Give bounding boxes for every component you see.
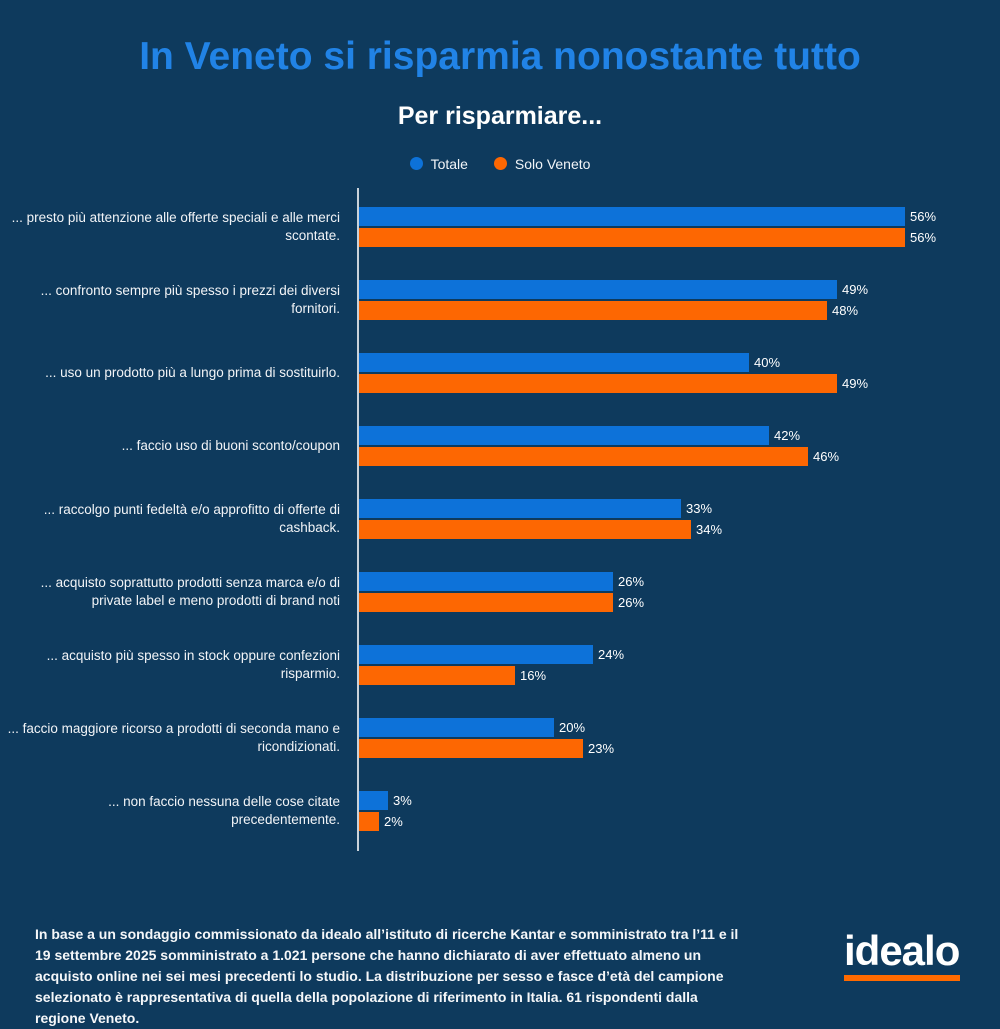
footer: In base a un sondaggio commissionato da …	[0, 924, 1000, 1029]
bar-solo-veneto	[359, 811, 379, 831]
bar-totale	[359, 571, 613, 591]
bar-line-totale: 20%	[359, 717, 959, 737]
chart-row: ... raccolgo punti fedeltà e/o approfitt…	[0, 498, 1000, 539]
chart-row: ... uso un prodotto più a lungo prima di…	[0, 352, 1000, 393]
bar-group: 49% 48%	[359, 279, 959, 320]
y-axis-line	[357, 187, 359, 851]
bar-totale	[359, 717, 554, 737]
chart-row: ... acquisto più spesso in stock oppure …	[0, 644, 1000, 685]
page-title: In Veneto si risparmia nonostante tutto	[139, 35, 861, 78]
bar-line-solo-veneto: 16%	[359, 665, 959, 685]
category-label: ... confronto sempre più spesso i prezzi…	[40, 282, 340, 316]
bar-line-totale: 49%	[359, 279, 959, 299]
bar-line-totale: 26%	[359, 571, 959, 591]
bar-solo-veneto	[359, 227, 905, 247]
bar-solo-veneto	[359, 300, 827, 320]
infographic-page: In Veneto si risparmia nonostante tutto …	[0, 35, 1000, 1026]
value-label-totale: 40%	[754, 354, 781, 370]
value-label-solo-veneto: 2%	[384, 813, 403, 829]
idealo-logo-text: idealo	[844, 926, 960, 974]
value-label-totale: 56%	[910, 208, 937, 224]
value-label-solo-veneto: 34%	[696, 521, 723, 537]
value-label-solo-veneto: 16%	[520, 667, 547, 683]
chart-row: ... acquisto soprattutto prodotti senza …	[0, 571, 1000, 612]
value-label-solo-veneto: 56%	[910, 229, 937, 245]
bar-totale	[359, 352, 749, 372]
bar-solo-veneto	[359, 738, 583, 758]
category-label: ... acquisto soprattutto prodotti senza …	[40, 574, 340, 608]
legend-dot-solo-veneto-icon	[493, 157, 507, 171]
bar-group: 56% 56%	[359, 206, 959, 247]
bar-totale	[359, 279, 837, 299]
bar-line-totale: 42%	[359, 425, 959, 445]
bar-chart: ... presto più attenzione alle offerte s…	[0, 187, 1000, 868]
bar-line-totale: 3%	[359, 790, 959, 810]
legend-item-totale: Totale	[409, 155, 468, 172]
bar-line-totale: 40%	[359, 352, 959, 372]
value-label-solo-veneto: 49%	[842, 375, 869, 391]
category-label: ... presto più attenzione alle offerte s…	[11, 209, 340, 243]
bar-totale	[359, 644, 593, 664]
methodology-note: In base a un sondaggio commissionato da …	[35, 925, 739, 1026]
bar-solo-veneto	[359, 592, 613, 612]
category-label: ... faccio uso di buoni sconto/coupon	[121, 437, 340, 453]
bar-solo-veneto	[359, 519, 691, 539]
value-label-solo-veneto: 23%	[588, 740, 615, 756]
bar-line-totale: 24%	[359, 644, 959, 664]
idealo-logo: idealo	[844, 926, 960, 981]
category-label: ... non faccio nessuna delle cose citate…	[108, 793, 340, 827]
value-label-totale: 49%	[842, 281, 869, 297]
legend-label-solo-veneto: Solo Veneto	[514, 155, 591, 172]
value-label-solo-veneto: 46%	[813, 448, 840, 464]
bar-solo-veneto	[359, 373, 837, 393]
value-label-solo-veneto: 26%	[618, 594, 645, 610]
bar-line-totale: 56%	[359, 206, 959, 226]
value-label-totale: 26%	[618, 573, 645, 589]
value-label-totale: 33%	[686, 500, 713, 516]
value-label-totale: 24%	[598, 646, 625, 662]
bar-group: 3% 2%	[359, 790, 959, 831]
value-label-totale: 3%	[393, 792, 412, 808]
bar-line-solo-veneto: 49%	[359, 373, 959, 393]
legend-item-solo-veneto: Solo Veneto	[493, 155, 591, 172]
category-label: ... raccolgo punti fedeltà e/o approfitt…	[43, 501, 340, 535]
chart-row: ... faccio maggiore ricorso a prodotti d…	[0, 717, 1000, 758]
category-label: ... acquisto più spesso in stock oppure …	[46, 647, 340, 681]
chart-row: ... presto più attenzione alle offerte s…	[0, 206, 1000, 247]
bar-line-solo-veneto: 23%	[359, 738, 959, 758]
bar-line-totale: 33%	[359, 498, 959, 518]
bar-group: 40% 49%	[359, 352, 959, 393]
bar-totale	[359, 425, 769, 445]
value-label-totale: 42%	[774, 427, 801, 443]
category-label: ... faccio maggiore ricorso a prodotti d…	[7, 720, 340, 754]
idealo-logo-underline	[844, 974, 960, 981]
bar-group: 24% 16%	[359, 644, 959, 685]
bar-line-solo-veneto: 46%	[359, 446, 959, 466]
bar-group: 20% 23%	[359, 717, 959, 758]
chart-row: ... non faccio nessuna delle cose citate…	[0, 790, 1000, 831]
bar-line-solo-veneto: 48%	[359, 300, 959, 320]
bar-line-solo-veneto: 34%	[359, 519, 959, 539]
value-label-solo-veneto: 48%	[832, 302, 859, 318]
legend-label-totale: Totale	[430, 155, 468, 172]
chart-subtitle: Per risparmiare...	[397, 101, 603, 130]
chart-row: ... faccio uso di buoni sconto/coupon 42…	[0, 425, 1000, 466]
bar-solo-veneto	[359, 446, 808, 466]
bar-solo-veneto	[359, 665, 515, 685]
bar-group: 33% 34%	[359, 498, 959, 539]
bar-totale	[359, 498, 681, 518]
chart-row: ... confronto sempre più spesso i prezzi…	[0, 279, 1000, 320]
chart-rows: ... presto più attenzione alle offerte s…	[0, 188, 1000, 831]
bar-group: 42% 46%	[359, 425, 959, 466]
value-label-totale: 20%	[559, 719, 586, 735]
category-label: ... uso un prodotto più a lungo prima di…	[45, 364, 340, 380]
bar-line-solo-veneto: 56%	[359, 227, 959, 247]
bar-totale	[359, 790, 388, 810]
chart-legend: Totale Solo Veneto	[0, 156, 1000, 172]
bar-totale	[359, 206, 905, 226]
bar-line-solo-veneto: 2%	[359, 811, 959, 831]
legend-dot-totale-icon	[409, 157, 423, 171]
bar-group: 26% 26%	[359, 571, 959, 612]
bar-line-solo-veneto: 26%	[359, 592, 959, 612]
